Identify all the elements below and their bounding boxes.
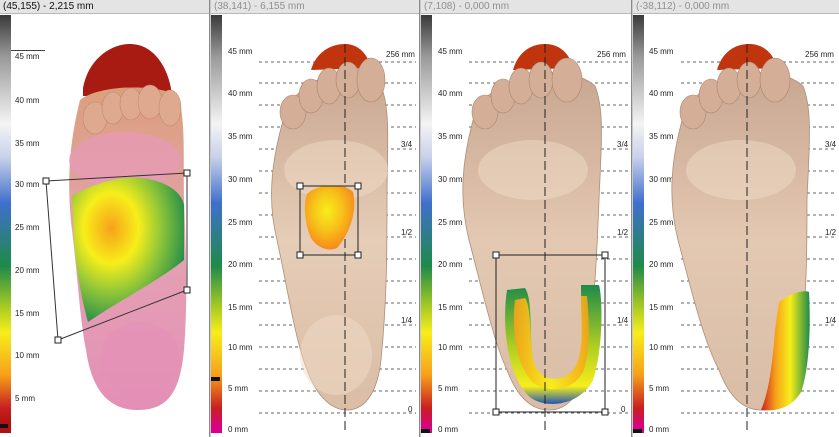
foot-pressure-view[interactable] — [211, 14, 420, 437]
scale-label: 0 mm — [228, 425, 248, 434]
scale-label: 35 mm — [15, 139, 40, 148]
pressure-hotspot — [72, 177, 184, 322]
scale-label: 0 mm — [649, 425, 669, 434]
scale-label: 25 mm — [228, 218, 253, 227]
level-marker — [633, 429, 642, 433]
color-scale-bar — [0, 15, 11, 433]
scale-label: 35 mm — [228, 132, 253, 141]
scale-label: 20 mm — [649, 260, 674, 269]
scale-label: 30 mm — [15, 180, 40, 189]
scale-label: 35 mm — [649, 132, 674, 141]
panel-title: (-38,112) - 0,000 mm — [633, 0, 839, 14]
panel-title: (45,155) - 2,215 mm — [0, 0, 209, 14]
foot-pressure-view[interactable] — [421, 14, 632, 437]
scale-label: 25 mm — [649, 218, 674, 227]
scale-label: 10 mm — [649, 343, 674, 352]
scale-label: 15 mm — [15, 309, 40, 318]
scale-label: 10 mm — [15, 351, 40, 360]
scale-label: 25 mm — [15, 223, 40, 232]
guide-label: 0 — [408, 405, 413, 414]
panel-title: (7,108) - 0,000 mm — [421, 0, 631, 14]
scale-label: 40 mm — [649, 89, 674, 98]
guide-label: 256 mm — [805, 50, 834, 59]
scale-label: 0 mm — [438, 425, 458, 434]
foot-pressure-view[interactable] — [0, 14, 210, 437]
scale-label: 45 mm — [15, 52, 40, 61]
scale-label: 45 mm — [228, 47, 253, 56]
level-marker — [0, 424, 8, 428]
foot-pressure-view[interactable] — [633, 14, 839, 437]
guide-label: 1/4 — [617, 316, 629, 325]
scale-label: 40 mm — [15, 96, 40, 105]
panel-1[interactable]: (45,155) - 2,215 mm 45 mm 40 mm 35 mm 30… — [0, 0, 210, 437]
guide-label: 1/2 — [825, 228, 837, 237]
pressure-hotspot — [761, 291, 810, 411]
guide-label: 0 — [621, 405, 626, 414]
guide-label: 1/4 — [401, 316, 413, 325]
color-scale-bar — [211, 15, 222, 433]
scale-label: 20 mm — [15, 266, 40, 275]
selection-rect — [299, 185, 359, 256]
toe-cap — [311, 44, 371, 70]
guide-label: 1/2 — [617, 228, 629, 237]
scale-label: 10 mm — [438, 343, 463, 352]
scale-label: 40 mm — [228, 89, 253, 98]
guide-label: 1/2 — [401, 228, 413, 237]
guide-label: 1/4 — [825, 316, 837, 325]
panel-3[interactable]: (7,108) - 0,000 mm 45 mm 40 mm 35 mm 30 … — [421, 0, 632, 437]
level-marker — [211, 377, 220, 381]
scale-label: 40 mm — [438, 89, 463, 98]
scale-label: 30 mm — [649, 175, 674, 184]
panel-title: (38,141) - 6,155 mm — [211, 0, 419, 14]
toe-cap — [83, 44, 172, 96]
scale-label: 35 mm — [438, 132, 463, 141]
level-marker — [421, 429, 430, 433]
scale-label: 20 mm — [228, 260, 253, 269]
color-scale-bar — [421, 15, 432, 433]
pressure-hotspot — [304, 185, 355, 250]
scale-label: 15 mm — [228, 303, 253, 312]
guide-label: 256 mm — [597, 50, 626, 59]
guide-label: 3/4 — [825, 140, 837, 149]
guide-label: 3/4 — [617, 140, 629, 149]
scale-label: 20 mm — [438, 260, 463, 269]
scale-label: 15 mm — [649, 303, 674, 312]
guide-label: 256 mm — [386, 50, 415, 59]
guide-label: 3/4 — [401, 140, 413, 149]
selection-rect — [495, 254, 606, 413]
panel-4[interactable]: (-38,112) - 0,000 mm 45 mm 40 mm 35 mm 3… — [633, 0, 839, 437]
scale-label: 5 mm — [228, 384, 248, 393]
panel-2[interactable]: (38,141) - 6,155 mm 45 mm 40 mm 35 mm 30… — [211, 0, 420, 437]
scale-label: 10 mm — [228, 343, 253, 352]
scale-label: 5 mm — [15, 394, 35, 403]
scale-label: 30 mm — [228, 175, 253, 184]
scale-label: 30 mm — [438, 175, 463, 184]
scale-label: 45 mm — [438, 47, 463, 56]
scale-label: 5 mm — [649, 384, 669, 393]
scale-label: 25 mm — [438, 218, 463, 227]
scale-label: 45 mm — [649, 47, 674, 56]
scale-label: 5 mm — [438, 384, 458, 393]
scale-label: 15 mm — [438, 303, 463, 312]
color-scale-bar — [633, 15, 644, 433]
